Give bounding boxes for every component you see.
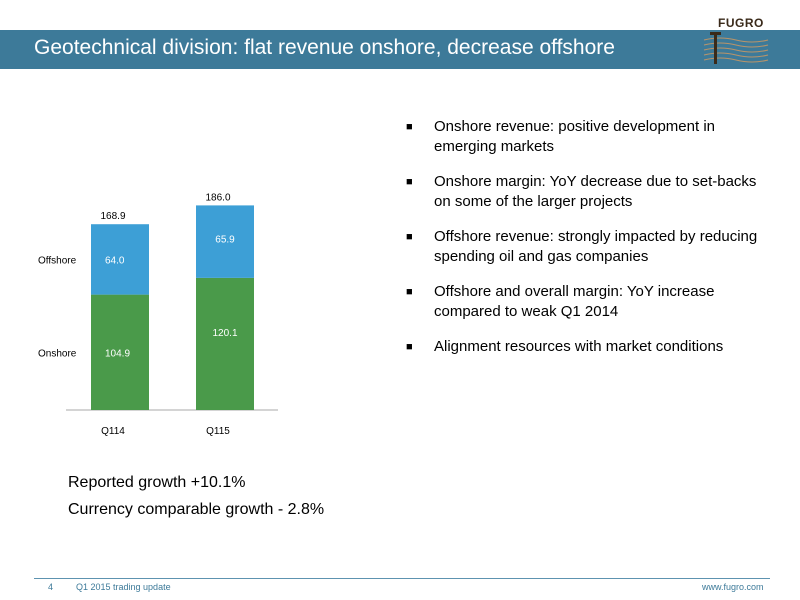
title-bar <box>0 30 800 69</box>
bullet-square-icon: ■ <box>406 176 413 188</box>
bar-offshore <box>91 224 149 295</box>
bullet-text: Alignment resources with market conditio… <box>434 338 724 355</box>
data-label: 120.1 <box>212 328 237 339</box>
bullet-text: Offshore and overall margin: YoY increas… <box>434 283 715 320</box>
bullet-item: ■ Onshore revenue: positive development i… <box>406 117 766 157</box>
bullet-square-icon: ■ <box>406 286 413 298</box>
bullet-text: Onshore revenue: positive development in… <box>434 118 716 155</box>
slide-title: Geotechnical division: flat revenue onsh… <box>34 36 615 59</box>
bullet-text: Onshore margin: YoY decrease due to set-… <box>434 173 757 210</box>
bar-onshore <box>91 294 149 410</box>
bullet-list: ■ Onshore revenue: positive development i… <box>406 117 766 372</box>
bullet-item: ■ Offshore revenue: strongly impacted by … <box>406 227 766 267</box>
footer-divider <box>34 578 770 579</box>
legend-onshore: Onshore <box>38 348 77 359</box>
fugro-logo <box>703 32 769 64</box>
logo-waves-icon <box>703 37 769 63</box>
total-label: 186.0 <box>205 192 230 203</box>
currency-growth: Currency comparable growth - 2.8% <box>68 501 325 518</box>
bullet-item: ■ Alignment resources with market conditi… <box>406 337 766 357</box>
bar-offshore <box>196 205 254 278</box>
bar-onshore <box>196 277 254 410</box>
bullet-text: Offshore revenue: strongly impacted by r… <box>434 228 758 265</box>
reported-growth: Reported growth +10.1% <box>68 474 246 491</box>
page-number: 4 <box>48 582 54 592</box>
footer-url[interactable]: www.fugro.com <box>702 582 764 592</box>
revenue-chart: 104.9 64.0 168.9 Q114 120.1 65.9 186.0 Q115 Onsh… <box>38 192 278 437</box>
data-label: 104.9 <box>105 348 130 359</box>
data-label: 64.0 <box>105 255 125 266</box>
category-label: Q115 <box>206 426 230 437</box>
footer-subtitle: Q1 2015 trading update <box>76 582 171 592</box>
logo-text: FUGRO <box>716 16 766 30</box>
total-label: 168.9 <box>100 211 125 222</box>
bullet-item: ■ Offshore and overall margin: YoY increa… <box>406 282 766 322</box>
bullet-square-icon: ■ <box>406 121 413 133</box>
bullet-item: ■ Onshore margin: YoY decrease due to set… <box>406 172 766 212</box>
category-label: Q114 <box>101 426 125 437</box>
bullet-square-icon: ■ <box>406 231 413 243</box>
data-label: 65.9 <box>215 235 235 246</box>
bullet-square-icon: ■ <box>406 341 413 353</box>
legend-offshore: Offshore <box>38 255 77 266</box>
